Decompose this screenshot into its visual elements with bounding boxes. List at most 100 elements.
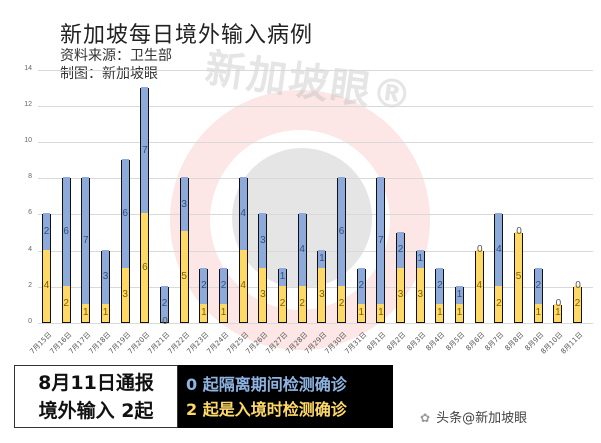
y-tick-label: 8 <box>28 173 32 181</box>
bar-segment-arrival: 1 <box>102 303 109 322</box>
y-tick-label: 14 <box>24 64 32 72</box>
bar-segment-quarantine: 6 <box>121 159 129 268</box>
bar: 1 <box>553 303 563 323</box>
bar: 5 <box>514 231 524 323</box>
zero-label: 0 <box>476 243 483 255</box>
bar-segment-quarantine: 3 <box>180 177 188 232</box>
bar: 2 <box>160 285 170 323</box>
report-date-line: 8月11日通报 <box>38 372 154 394</box>
footer-credit: ✿ 头条@新加坡眼 <box>420 407 527 426</box>
gridline <box>38 178 593 180</box>
y-tick-label: 2 <box>28 281 32 289</box>
bar-segment-arrival: 2 <box>298 285 306 322</box>
report-count-line: 境外输入 2起 <box>38 400 154 422</box>
gridline <box>38 69 593 71</box>
legend-arrival: 2 起是入境时检测确诊 <box>186 400 347 419</box>
bar-segment-quarantine: 1 <box>318 249 326 268</box>
bar-segment-arrival: 1 <box>554 303 562 322</box>
bar-segment-quarantine: 6 <box>338 177 346 286</box>
bar-segment-arrival: 1 <box>377 303 385 322</box>
bar-segment-quarantine: 1 <box>416 249 424 268</box>
bar-segment-quarantine: 4 <box>495 213 503 286</box>
bar-segment-quarantine: 7 <box>377 177 385 304</box>
bar-segment-arrival: 3 <box>121 267 129 322</box>
gridline <box>38 142 593 143</box>
bar-segment-arrival: 2 <box>62 285 70 322</box>
bar-segment-arrival: 1 <box>357 303 365 322</box>
bar-segment-arrival: 3 <box>397 267 405 322</box>
bar-segment-arrival: 3 <box>318 267 326 322</box>
bar-segment-quarantine: 1 <box>456 285 464 304</box>
wechat-icon: ✿ <box>420 411 431 425</box>
y-tick-label: 0 <box>28 318 32 325</box>
bar-segment-arrival: 1 <box>200 303 208 322</box>
gridline <box>38 286 593 288</box>
bar-segment-quarantine: 4 <box>298 213 306 286</box>
y-tick-label: 6 <box>28 209 32 217</box>
gridline <box>38 323 593 324</box>
bar: 4 <box>474 249 484 323</box>
legend-quarantine: 0 起隔离期间检测确诊 <box>186 375 347 394</box>
bar-segment-arrival: 2 <box>338 285 346 322</box>
zero-label: 0 <box>555 297 562 309</box>
bar-segment-arrival: 3 <box>416 267 424 322</box>
chart-source: 资料来源：卫生部 <box>60 48 172 64</box>
gridline <box>38 214 593 216</box>
bar-segment-quarantine: 2 <box>161 285 169 322</box>
bar-segment-arrival: 4 <box>239 249 247 322</box>
bar-segment-quarantine: 2 <box>397 231 405 268</box>
report-summary-box: 8月11日通报 境外输入 2起 <box>14 365 178 428</box>
y-tick-label: 10 <box>24 137 32 144</box>
bar-segment-arrival: 1 <box>534 303 542 322</box>
bar-segment-arrival: 5 <box>515 231 523 322</box>
chart-title: 新加坡每日境外输入病例 <box>60 23 314 48</box>
bar-segment-arrival: 1 <box>436 303 444 322</box>
bar-segment-quarantine: 2 <box>220 267 228 304</box>
legend-box: 0 起隔离期间检测确诊 2 起是入境时检测确诊 <box>178 365 393 428</box>
gridline <box>38 250 593 252</box>
bar-segment-quarantine: 7 <box>141 86 149 214</box>
bar-segment-quarantine: 2 <box>357 267 365 304</box>
zero-label: 0 <box>516 225 522 237</box>
bar-segment-arrival: 1 <box>456 303 464 322</box>
bar-segment-quarantine: 2 <box>534 267 542 304</box>
bar-segment-quarantine: 3 <box>259 213 267 268</box>
bar-segment-quarantine: 1 <box>279 267 287 286</box>
zero-label: 0 <box>575 279 581 291</box>
bar-segment-arrival: 2 <box>574 285 582 322</box>
gridline <box>38 105 593 107</box>
bar-segment-quarantine: 4 <box>239 177 247 250</box>
y-tick-label: 4 <box>28 245 32 253</box>
bar: 2 <box>573 285 583 323</box>
bar-segment-quarantine: 3 <box>102 249 109 304</box>
bar-segment-quarantine: 6 <box>62 177 70 286</box>
bar-segment-arrival: 1 <box>82 303 90 322</box>
y-tick-label: 12 <box>24 100 32 108</box>
bar-segment-arrival: 2 <box>279 285 287 322</box>
bar-segment-arrival: 5 <box>180 231 188 322</box>
